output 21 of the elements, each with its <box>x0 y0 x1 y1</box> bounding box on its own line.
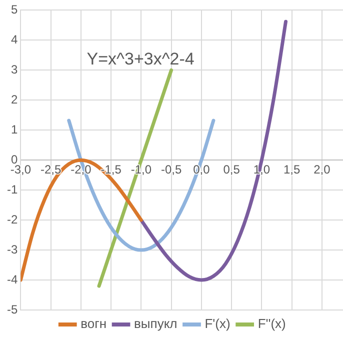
x-tick-label: 2,0 <box>314 162 331 176</box>
y-tick-label: 2 <box>10 92 18 106</box>
y-tick-label: 1 <box>10 122 18 136</box>
y-tick-label: 3 <box>10 62 18 76</box>
y-tick-label: 4 <box>10 32 18 46</box>
y-tick-label: -4 <box>7 272 18 286</box>
y-tick-label: -1 <box>7 182 18 196</box>
text: Y=x^3+3x^2-4 <box>86 49 194 68</box>
line-series <box>67 118 216 252</box>
legend-label: F''(x) <box>258 316 286 332</box>
y-tick-label: -5 <box>7 302 18 316</box>
y-tick-label: -2 <box>7 212 18 226</box>
x-tick-label: -0,5 <box>160 162 182 176</box>
y-tick-label: -3 <box>7 242 18 256</box>
legend-label: вогн <box>80 316 107 332</box>
legend-label: F'(x) <box>204 316 230 332</box>
x-tick-label: -2,5 <box>40 162 62 176</box>
legend-label: выпукл <box>134 316 178 332</box>
y-tick-label: 5 <box>10 2 18 17</box>
x-tick-label: 1,5 <box>283 162 300 176</box>
x-tick-label: 0,5 <box>223 162 240 176</box>
